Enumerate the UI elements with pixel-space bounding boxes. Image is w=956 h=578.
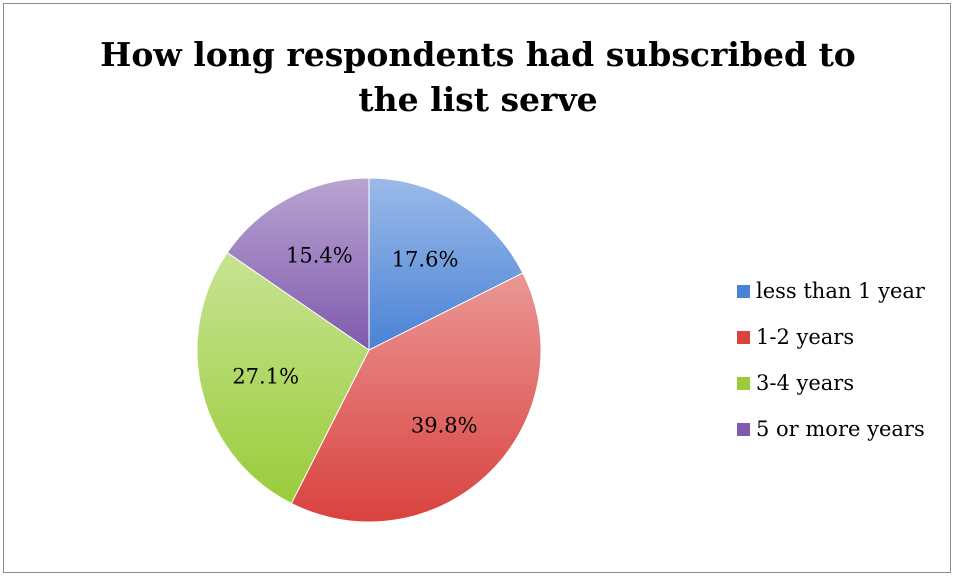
chart-title-line-2: the list serve [358,80,598,119]
legend-item-3-4-years: 3-4 years [737,360,925,406]
legend-label: 5 or more years [756,417,925,441]
data-label: 17.6% [392,247,459,271]
pie-slice-3-4-years [196,251,370,505]
chart-frame: How long respondents had subscribed to t… [3,3,951,573]
chart-title: How long respondents had subscribed to t… [4,32,952,122]
pie-chart: 17.6% 39.8% 27.1% 15.4% [196,177,542,523]
legend-label: 1-2 years [756,325,855,349]
pie-slice-1-2-years [290,272,542,523]
legend-swatch [737,330,750,344]
legend-swatch [737,284,750,298]
data-label: 39.8% [411,414,478,438]
legend-item-5-or-more-years: 5 or more years [737,406,925,452]
legend-item-1-2-years: 1-2 years [737,314,925,360]
legend-label: less than 1 year [756,279,925,303]
legend-label: 3-4 years [756,371,855,395]
legend-swatch [737,422,750,436]
data-label: 15.4% [286,244,353,268]
legend-swatch [737,376,750,390]
chart-title-line-1: How long respondents had subscribed to [100,35,856,74]
legend-item-less-than-1-year: less than 1 year [737,268,925,314]
data-label: 27.1% [232,364,299,388]
pie-slice-5-or-more-years [226,177,370,351]
legend: less than 1 year 1-2 years 3-4 years 5 o… [737,268,925,452]
pie-slice-less-than-1-year [368,177,524,351]
